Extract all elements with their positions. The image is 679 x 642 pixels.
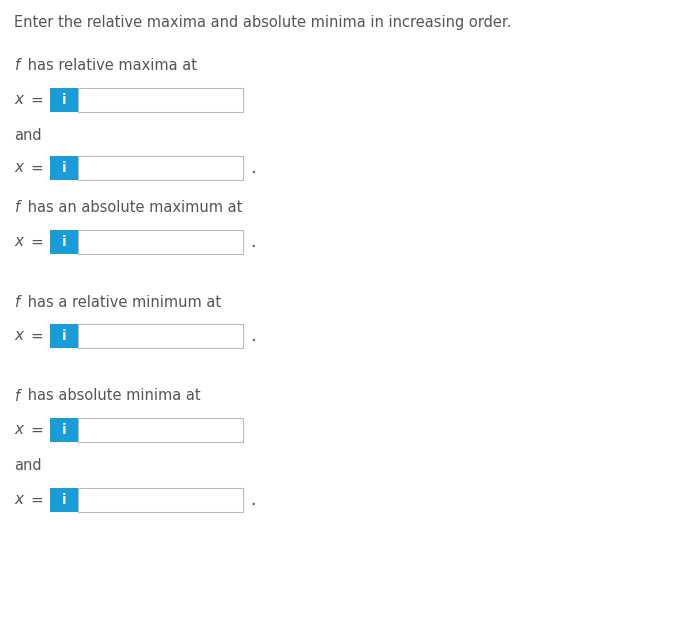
Text: .: . [250, 233, 256, 251]
Text: $f$: $f$ [14, 388, 23, 404]
Text: i: i [62, 329, 67, 343]
Text: =: = [30, 234, 43, 250]
Text: =: = [30, 422, 43, 437]
Text: .: . [250, 327, 256, 345]
Text: .: . [250, 491, 256, 509]
Text: i: i [62, 161, 67, 175]
Text: $f$: $f$ [14, 199, 23, 215]
Text: has an absolute maximum at: has an absolute maximum at [23, 200, 242, 214]
Text: i: i [62, 493, 67, 507]
Text: $f$: $f$ [14, 57, 23, 73]
Text: and: and [14, 458, 41, 474]
Text: and: and [14, 128, 41, 143]
Text: $x$: $x$ [14, 160, 26, 175]
Text: =: = [30, 92, 43, 107]
Text: has a relative minimum at: has a relative minimum at [23, 295, 221, 309]
Text: i: i [62, 423, 67, 437]
Text: =: = [30, 492, 43, 507]
Text: $f$: $f$ [14, 294, 23, 310]
Text: Enter the relative maxima and absolute minima in increasing order.: Enter the relative maxima and absolute m… [14, 15, 511, 30]
Text: i: i [62, 235, 67, 249]
Text: $x$: $x$ [14, 492, 26, 507]
Text: has relative maxima at: has relative maxima at [23, 58, 197, 73]
Text: $x$: $x$ [14, 234, 26, 250]
Text: has absolute minima at: has absolute minima at [23, 388, 200, 404]
Text: =: = [30, 329, 43, 343]
Text: i: i [62, 93, 67, 107]
Text: .: . [250, 159, 256, 177]
Text: $x$: $x$ [14, 92, 26, 107]
Text: $x$: $x$ [14, 329, 26, 343]
Text: $x$: $x$ [14, 422, 26, 437]
Text: =: = [30, 160, 43, 175]
